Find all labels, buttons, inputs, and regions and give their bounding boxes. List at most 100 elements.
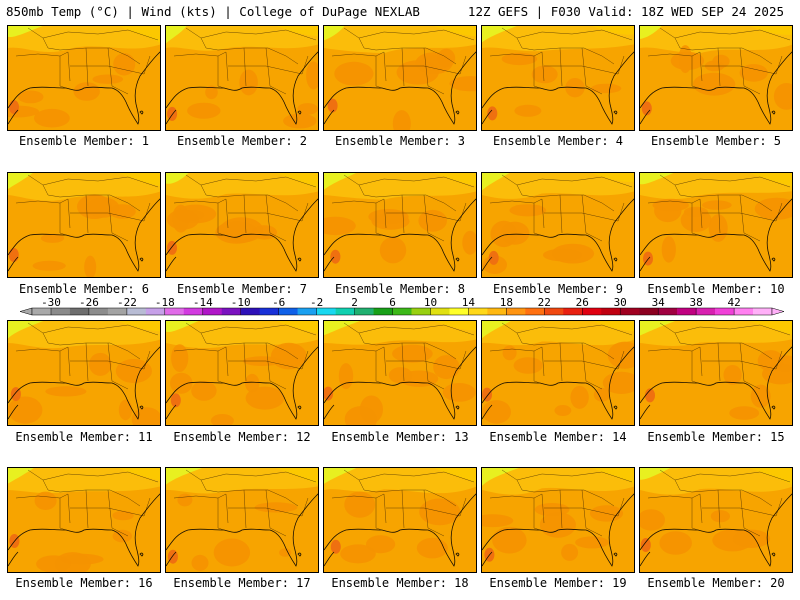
colorbar-swatch <box>126 308 147 315</box>
temperature-map <box>482 173 634 277</box>
ensemble-member-map-panel <box>323 320 477 426</box>
ensemble-member-map-panel <box>165 25 319 131</box>
ensemble-member-map-panel <box>323 25 477 131</box>
ensemble-member-map-panel <box>323 172 477 278</box>
colorbar-tick-label: 10 <box>424 298 437 309</box>
ensemble-member-map-panel <box>639 172 793 278</box>
ensemble-member-map-panel <box>639 25 793 131</box>
colorbar-tick-label: 2 <box>351 298 358 309</box>
ensemble-member-label: Ensemble Member: 16 <box>15 576 153 590</box>
ensemble-member-map-panel <box>165 320 319 426</box>
ensemble-member-map-panel <box>165 172 319 278</box>
colorbar-max-arrow <box>771 307 785 316</box>
ensemble-member-label: Ensemble Member: 3 <box>334 134 466 148</box>
colorbar-tick-label: -22 <box>117 298 137 309</box>
colorbar-tick-label: -18 <box>155 298 175 309</box>
colorbar-swatch <box>734 308 754 315</box>
ensemble-member-map-panel <box>323 467 477 573</box>
colorbar-tick-label: -2 <box>310 298 323 309</box>
ensemble-member-label: Ensemble Member: 18 <box>331 576 469 590</box>
ensemble-member-label: Ensemble Member: 7 <box>176 282 308 296</box>
colorbar-tick-label: 22 <box>538 298 551 309</box>
colorbar-swatch <box>278 308 298 315</box>
colorbar-swatch <box>107 308 128 315</box>
colorbar-swatch <box>221 308 242 315</box>
colorbar-swatch <box>202 308 223 315</box>
colorbar-tick-label: 30 <box>614 298 627 309</box>
colorbar-swatch <box>658 308 678 315</box>
ensemble-member-map-panel <box>7 320 161 426</box>
temperature-map <box>324 26 476 130</box>
colorbar-swatch <box>696 308 716 315</box>
colorbar-tick-label: -10 <box>231 298 251 309</box>
colorbar-tick-label: 26 <box>576 298 589 309</box>
ensemble-member-label: Ensemble Member: 8 <box>334 282 466 296</box>
temperature-map <box>166 468 318 572</box>
colorbar-swatch <box>354 308 374 315</box>
colorbar-tick-label: 34 <box>652 298 666 309</box>
map-product-title: 850mb Temp (°C) | Wind (kts) | College o… <box>6 4 420 19</box>
colorbar-tick-label: -14 <box>193 298 213 309</box>
colorbar-swatch <box>240 308 260 315</box>
colorbar-swatch <box>164 308 185 315</box>
ensemble-member-label: Ensemble Member: 2 <box>176 134 308 148</box>
temperature-map <box>166 26 318 130</box>
colorbar-swatch <box>715 308 735 315</box>
colorbar-swatch <box>563 308 583 315</box>
colorbar-tick-label: 38 <box>689 298 702 309</box>
ensemble-member-map-panel <box>7 25 161 131</box>
colorbar-tick-label: 42 <box>727 298 740 309</box>
temperature-map <box>640 468 792 572</box>
colorbar-swatch <box>639 308 659 315</box>
ensemble-member-map-panel <box>7 467 161 573</box>
ensemble-member-map-panel <box>481 172 635 278</box>
ensemble-member-map-panel <box>481 25 635 131</box>
ensemble-member-map-panel <box>481 320 635 426</box>
colorbar-tick-label: -6 <box>272 298 285 309</box>
colorbar-swatch <box>487 308 507 315</box>
ensemble-member-label: Ensemble Member: 12 <box>173 430 311 444</box>
colorbar-swatch <box>373 308 393 315</box>
temperature-map <box>324 321 476 425</box>
colorbar-swatch <box>677 308 697 315</box>
colorbar-swatch <box>32 308 52 315</box>
temperature-map <box>8 173 160 277</box>
temperature-colorbar: -30 -26 -22 -18 -14 -10 -6 -2 2 6 10 14 18 22 26 30 34 38… <box>19 298 785 316</box>
temperature-map <box>482 26 634 130</box>
colorbar-tick-label: -30 <box>41 298 61 309</box>
colorbar-swatch <box>430 308 450 315</box>
colorbar-swatch <box>449 308 469 315</box>
ensemble-member-label: Ensemble Member: 5 <box>650 134 782 148</box>
colorbar-swatch <box>50 308 71 315</box>
colorbar-swatch <box>525 308 545 315</box>
colorbar-swatch <box>620 308 640 315</box>
colorbar-tick-label: 14 <box>462 298 476 309</box>
ensemble-member-map-panel <box>7 172 161 278</box>
temperature-map <box>482 321 634 425</box>
ensemble-member-map-panel <box>639 467 793 573</box>
colorbar-swatch <box>259 308 279 315</box>
temperature-map <box>324 173 476 277</box>
temperature-map <box>166 321 318 425</box>
temperature-map <box>166 173 318 277</box>
colorbar-swatch <box>145 308 166 315</box>
ensemble-member-label: Ensemble Member: 9 <box>492 282 624 296</box>
colorbar-min-arrow <box>19 307 33 316</box>
colorbar-swatch <box>468 308 488 315</box>
ensemble-member-label: Ensemble Member: 11 <box>15 430 153 444</box>
ensemble-member-label: Ensemble Member: 13 <box>331 430 469 444</box>
temperature-map <box>640 173 792 277</box>
ensemble-member-label: Ensemble Member: 20 <box>647 576 785 590</box>
temperature-map <box>482 468 634 572</box>
ensemble-member-map-panel <box>481 467 635 573</box>
colorbar-swatch <box>506 308 526 315</box>
ensemble-member-label: Ensemble Member: 6 <box>18 282 150 296</box>
ensemble-member-label: Ensemble Member: 14 <box>489 430 627 444</box>
colorbar-swatch <box>753 308 773 315</box>
colorbar-swatch <box>582 308 602 315</box>
model-valid-time: 12Z GEFS | F030 Valid: 18Z WED SEP 24 20… <box>467 4 784 19</box>
ensemble-member-label: Ensemble Member: 1 <box>18 134 150 148</box>
ensemble-member-label: Ensemble Member: 17 <box>173 576 311 590</box>
ensemble-member-label: Ensemble Member: 4 <box>492 134 624 148</box>
temperature-map <box>640 321 792 425</box>
